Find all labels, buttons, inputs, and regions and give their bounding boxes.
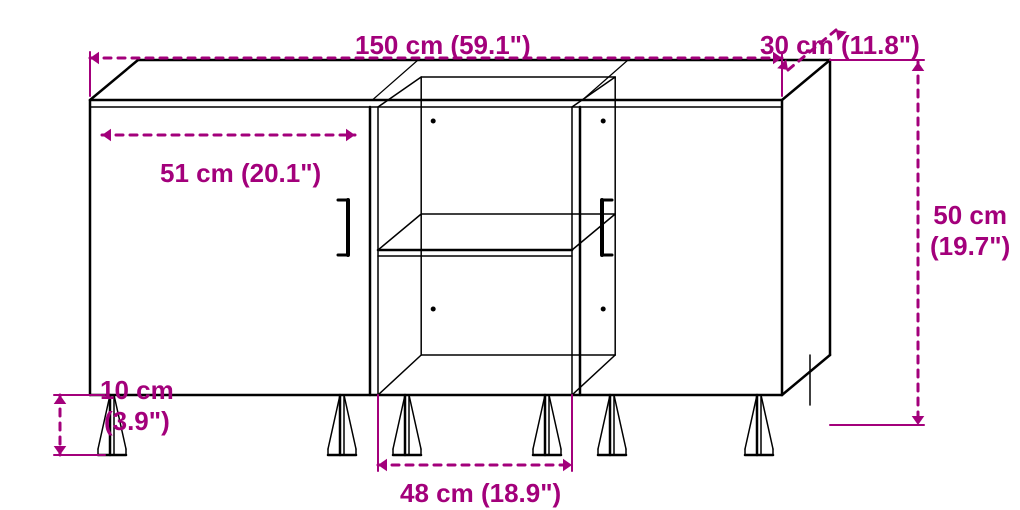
dim-width-label: 150 cm (59.1") [355, 30, 531, 61]
dim-leg-height-label: 10 cm(3.9") [100, 375, 174, 437]
dim-height-label: 50 cm(19.7") [930, 200, 1010, 262]
dim-inner-width-label: 51 cm (20.1") [160, 158, 321, 189]
dim-mid-width-label: 48 cm (18.9") [400, 478, 561, 509]
dim-depth-label: 30 cm (11.8") [760, 30, 920, 61]
